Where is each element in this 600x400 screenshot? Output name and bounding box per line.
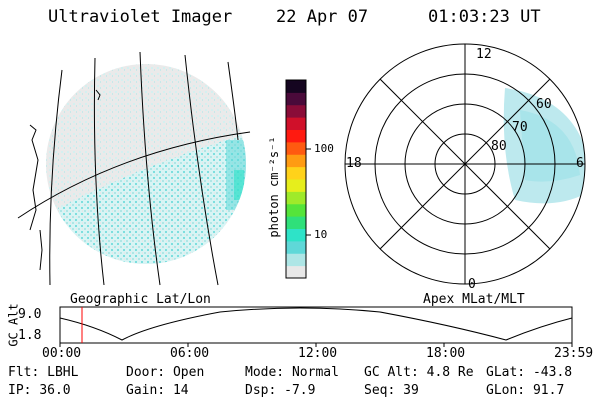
- dsp-key: Dsp:: [245, 383, 277, 398]
- mode-value: Normal: [291, 365, 339, 380]
- colorbar-band: [286, 117, 306, 130]
- dsp-info: Dsp: -7.9: [245, 384, 315, 398]
- ip-key: IP:: [8, 383, 32, 398]
- colorbar-tick-100: 100: [314, 142, 334, 155]
- glat-info: GLat: -43.8: [486, 366, 572, 380]
- door-value: Open: [172, 365, 205, 380]
- colorbar-scale: [286, 80, 306, 279]
- apex-label: Apex MLat/MLT: [423, 292, 525, 307]
- gc-alt-info: GC Alt: 4.8 Re: [364, 366, 474, 380]
- mlat-label-60: 60: [536, 97, 552, 112]
- colorbar-tick-10: 10: [314, 228, 328, 241]
- flt-key: Flt:: [8, 365, 40, 380]
- colorbar-band: [286, 154, 306, 168]
- colorbar-band: [286, 104, 306, 118]
- ip-value: 36.0: [39, 383, 71, 398]
- colorbar-band: [286, 203, 306, 217]
- gc-alt-value: 4.8 Re: [426, 365, 474, 380]
- seq-key: Seq:: [364, 383, 396, 398]
- mode-info: Mode: Normal: [245, 366, 339, 380]
- door-info: Door: Open: [126, 366, 204, 380]
- instrument-title: Ultraviolet Imager: [48, 7, 233, 27]
- mlt-label-0: 0: [468, 277, 476, 292]
- time-label: 01:03:23 UT: [428, 7, 541, 27]
- colorbar-band: [286, 253, 306, 267]
- xtick-2359: 23:59: [554, 346, 594, 361]
- glon-key: GLon:: [486, 383, 526, 398]
- colorbar-band: [286, 129, 306, 143]
- gain-key: Gain:: [126, 383, 166, 398]
- date-label: 22 Apr 07: [276, 7, 369, 27]
- colorbar-band: [286, 265, 306, 279]
- colorbar-band: [286, 141, 306, 155]
- mlt-label-18: 18: [346, 156, 362, 171]
- glon-value: 91.7: [532, 383, 565, 398]
- colorbar-band: [286, 191, 306, 205]
- colorbar-band: [286, 166, 306, 180]
- colorbar-band: [286, 228, 306, 242]
- flt-value: LBHL: [47, 365, 79, 380]
- seq-value: 39: [403, 383, 419, 398]
- mlt-label-12: 12: [476, 47, 492, 62]
- colorbar-band: [286, 216, 306, 229]
- colorbar-band: [286, 80, 306, 93]
- glat-key: GLat:: [486, 365, 526, 380]
- seq-info: Seq: 39: [364, 384, 419, 398]
- gain-info: Gain: 14: [126, 384, 189, 398]
- mlat-label-70: 70: [512, 120, 528, 135]
- gc-alt-key: GC Alt:: [364, 365, 419, 380]
- gain-value: 14: [172, 383, 189, 398]
- mlt-label-6: 6: [576, 156, 584, 171]
- mode-key: Mode:: [245, 365, 285, 380]
- glat-value: -43.8: [532, 365, 573, 380]
- glon-info: GLon: 91.7: [486, 384, 564, 398]
- xtick-0000: 00:00: [42, 346, 82, 361]
- gc-alt-ytick-1: 1.8: [18, 328, 42, 343]
- gc-alt-ytick-9: 9.0: [18, 307, 42, 322]
- dsp-value: -7.9: [284, 383, 316, 398]
- geographic-label: Geographic Lat/Lon: [70, 292, 211, 307]
- xtick-1800: 18:00: [426, 346, 466, 361]
- mlat-label-80: 80: [491, 139, 507, 154]
- door-key: Door:: [126, 365, 166, 380]
- xtick-0600: 06:00: [170, 346, 210, 361]
- colorbar-band: [286, 240, 306, 254]
- flt-info: Flt: LBHL: [8, 366, 78, 380]
- colorbar-band: [286, 92, 306, 106]
- xtick-1200: 12:00: [298, 346, 338, 361]
- ip-info: IP: 36.0: [8, 384, 71, 398]
- colorbar-band: [286, 179, 306, 192]
